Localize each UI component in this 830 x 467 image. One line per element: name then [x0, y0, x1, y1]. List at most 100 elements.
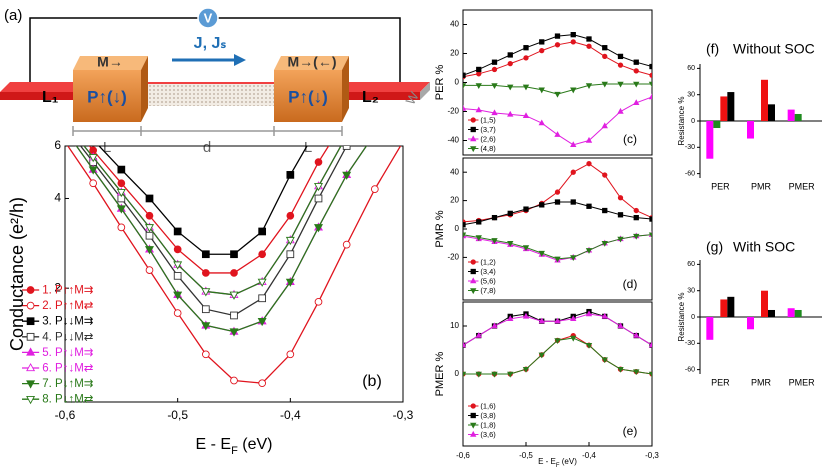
- bar: [720, 96, 728, 121]
- bar: [747, 121, 754, 139]
- marker: [145, 194, 154, 203]
- marker: [257, 317, 267, 327]
- y-tick-label: 0: [455, 78, 460, 87]
- marker: [617, 195, 624, 201]
- marker: [88, 154, 98, 163]
- marker: [463, 341, 467, 348]
- marker: [463, 72, 466, 78]
- x-tick-label: -0,5: [167, 408, 188, 422]
- marker: [507, 84, 514, 91]
- marker: [522, 112, 530, 119]
- marker: [539, 202, 545, 208]
- marker: [585, 310, 593, 317]
- legend-marker: [26, 332, 35, 341]
- marker: [475, 371, 482, 378]
- marker: [585, 248, 593, 254]
- marker: [144, 224, 155, 233]
- marker: [229, 328, 239, 337]
- polarizer-label: P↑(↓): [288, 87, 328, 106]
- marker: [570, 199, 576, 205]
- marker: [117, 165, 126, 174]
- y-tick-label: 40: [450, 20, 459, 29]
- legend-label: (5,6): [480, 276, 496, 285]
- marker: [230, 250, 238, 259]
- cube-top: [274, 56, 349, 70]
- x-tick-label: -0,4: [582, 451, 596, 460]
- marker: [507, 52, 513, 58]
- marker: [61, 126, 68, 133]
- legend-label: (3,7): [480, 125, 496, 134]
- marker: [633, 68, 639, 74]
- marker: [554, 131, 561, 137]
- legend-marker: [26, 347, 36, 356]
- marker: [230, 311, 238, 320]
- marker: [342, 240, 351, 249]
- marker: [61, 120, 68, 127]
- x-axis-label-part: (eV): [238, 436, 273, 453]
- marker: [285, 278, 295, 287]
- bar: [706, 121, 714, 159]
- marker: [89, 179, 98, 188]
- marker: [633, 369, 640, 376]
- marker: [230, 376, 238, 385]
- plot-area: [61, 118, 402, 388]
- legend-marker: [470, 126, 476, 133]
- marker: [491, 59, 498, 65]
- magnet-label: M→: [97, 54, 123, 70]
- marker: [173, 309, 182, 317]
- marker: [201, 322, 211, 331]
- x-tick-label: -0,3: [645, 451, 659, 460]
- x-tick-label: -0,4: [280, 408, 301, 422]
- plot-area: [463, 161, 652, 263]
- cube-top: [73, 56, 148, 70]
- marker: [229, 291, 239, 300]
- marker: [61, 118, 68, 125]
- panel-label: (c): [623, 132, 637, 146]
- bar: [768, 104, 775, 121]
- marker: [201, 305, 210, 314]
- y-tick-label: -30: [685, 144, 695, 151]
- panel-label: (d): [623, 277, 638, 291]
- marker: [258, 227, 267, 236]
- legend-marker: [470, 146, 477, 153]
- legend-marker: [470, 277, 477, 284]
- marker: [585, 342, 593, 349]
- marker: [601, 240, 608, 247]
- panel-label: (b): [362, 373, 382, 390]
- marker: [463, 105, 467, 111]
- y-tick-label: -20: [447, 253, 459, 262]
- marker: [617, 366, 624, 373]
- chart-title: With SOC: [733, 239, 795, 255]
- marker: [313, 224, 324, 233]
- legend-marker: [470, 422, 477, 429]
- legend-label: (1,8): [480, 420, 496, 429]
- marker: [648, 232, 652, 239]
- y-tick-label: 0: [455, 224, 460, 233]
- lead-label: L₁: [42, 89, 59, 106]
- bar: [794, 113, 802, 121]
- marker: [601, 122, 608, 129]
- legend-label: 5. P↑↓M⇉: [42, 347, 94, 359]
- y-tick-label: 40: [450, 167, 459, 176]
- marker: [257, 278, 267, 287]
- legend-label: (4,8): [480, 144, 496, 153]
- marker: [586, 43, 592, 49]
- category-label: PER: [711, 181, 730, 191]
- bar: [768, 309, 775, 317]
- arrow-head: [234, 54, 246, 66]
- x-axis-label-part: E - E: [196, 436, 232, 453]
- marker: [491, 371, 498, 378]
- series-line: [463, 201, 652, 226]
- y-tick-label: 60: [687, 261, 695, 268]
- marker: [476, 71, 482, 77]
- marker: [201, 350, 210, 359]
- marker: [173, 245, 182, 254]
- marker: [491, 83, 498, 89]
- marker: [649, 63, 652, 70]
- marker: [570, 87, 577, 94]
- x-axis-label: E - EF (eV): [538, 457, 577, 467]
- magnet-label: M→(←): [288, 54, 337, 70]
- x-axis-label-part: F: [556, 463, 560, 467]
- dimension-lines: [72, 126, 343, 136]
